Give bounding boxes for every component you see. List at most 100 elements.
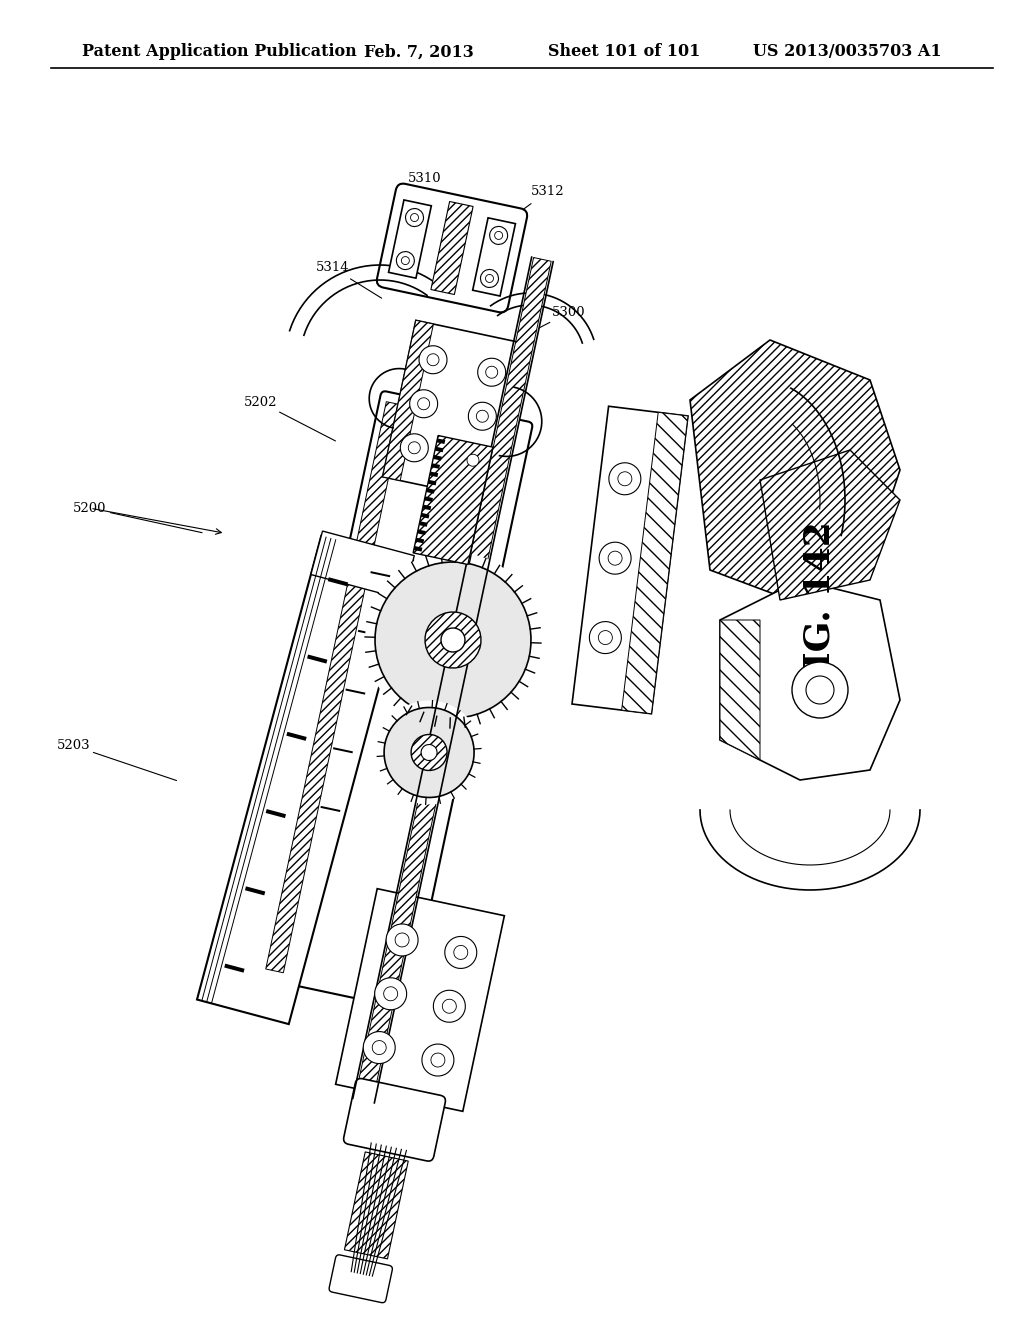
Circle shape <box>375 978 407 1010</box>
Bar <box>431 463 440 469</box>
Circle shape <box>409 442 420 454</box>
Circle shape <box>372 1040 386 1055</box>
Bar <box>307 655 328 664</box>
Circle shape <box>421 744 437 760</box>
Circle shape <box>384 708 474 797</box>
FancyBboxPatch shape <box>258 391 532 1008</box>
Circle shape <box>427 354 439 366</box>
Circle shape <box>395 933 410 946</box>
Circle shape <box>489 227 508 244</box>
Circle shape <box>485 366 498 379</box>
Circle shape <box>396 252 415 269</box>
Bar <box>345 689 366 694</box>
Circle shape <box>401 256 410 264</box>
Circle shape <box>444 936 477 969</box>
Bar <box>336 888 505 1111</box>
Bar <box>424 496 433 502</box>
Bar <box>433 455 441 461</box>
Text: 5300: 5300 <box>552 306 585 319</box>
Circle shape <box>480 269 499 288</box>
Text: US 2013/0035703 A1: US 2013/0035703 A1 <box>753 44 941 61</box>
Polygon shape <box>760 450 900 601</box>
Circle shape <box>400 434 428 462</box>
Text: 5310: 5310 <box>409 172 441 185</box>
Bar <box>413 436 493 565</box>
Bar <box>435 446 443 453</box>
Circle shape <box>806 676 834 704</box>
Bar <box>473 218 515 296</box>
Bar <box>419 521 428 527</box>
Bar <box>572 407 688 714</box>
Circle shape <box>442 999 457 1014</box>
Circle shape <box>441 628 465 652</box>
Circle shape <box>364 1031 395 1064</box>
Circle shape <box>386 924 418 956</box>
Bar <box>197 536 413 1024</box>
Bar <box>436 438 445 444</box>
Polygon shape <box>720 579 900 780</box>
Circle shape <box>476 411 488 422</box>
Bar <box>416 537 424 544</box>
FancyBboxPatch shape <box>344 1078 445 1162</box>
Circle shape <box>590 622 622 653</box>
Circle shape <box>598 631 612 644</box>
Bar <box>287 731 307 741</box>
Bar <box>371 572 390 577</box>
Text: 5203: 5203 <box>57 739 90 752</box>
Bar <box>423 504 431 511</box>
Circle shape <box>599 543 631 574</box>
Bar <box>421 513 429 519</box>
Text: 5200: 5200 <box>74 502 106 515</box>
Bar <box>417 529 426 535</box>
FancyBboxPatch shape <box>377 183 527 313</box>
Text: 5312: 5312 <box>531 185 564 198</box>
Bar <box>224 964 245 973</box>
Bar <box>266 401 403 973</box>
Text: Sheet 101 of 101: Sheet 101 of 101 <box>548 44 700 61</box>
Circle shape <box>365 552 541 729</box>
Circle shape <box>459 446 487 474</box>
Circle shape <box>608 552 623 565</box>
Circle shape <box>431 1053 444 1067</box>
Circle shape <box>425 612 481 668</box>
Circle shape <box>375 562 531 718</box>
Bar <box>428 479 436 486</box>
Circle shape <box>454 945 468 960</box>
Bar <box>328 577 348 586</box>
Bar <box>383 321 523 500</box>
Bar <box>245 886 265 895</box>
Circle shape <box>433 990 465 1022</box>
Bar <box>388 199 431 279</box>
Circle shape <box>419 346 447 374</box>
Circle shape <box>411 214 419 222</box>
Circle shape <box>617 471 632 486</box>
Circle shape <box>495 231 503 239</box>
Text: Feb. 7, 2013: Feb. 7, 2013 <box>364 44 473 61</box>
Bar <box>333 747 353 754</box>
Bar <box>357 630 378 636</box>
Bar <box>321 807 340 812</box>
Bar <box>431 202 473 294</box>
Circle shape <box>609 463 641 495</box>
FancyBboxPatch shape <box>311 531 415 599</box>
Circle shape <box>478 358 506 387</box>
Circle shape <box>792 663 848 718</box>
Circle shape <box>467 454 479 466</box>
Circle shape <box>384 987 397 1001</box>
Bar <box>344 1152 409 1259</box>
Bar <box>353 257 553 1104</box>
Bar <box>622 412 688 714</box>
Polygon shape <box>690 341 900 601</box>
FancyBboxPatch shape <box>329 1255 392 1303</box>
Bar <box>354 257 551 1102</box>
Polygon shape <box>720 620 760 760</box>
Circle shape <box>422 1044 454 1076</box>
Circle shape <box>468 403 497 430</box>
Text: 5314: 5314 <box>316 261 349 275</box>
Circle shape <box>406 209 424 227</box>
Bar <box>383 321 433 480</box>
Bar <box>265 809 286 818</box>
Bar <box>426 488 435 494</box>
Circle shape <box>377 701 481 804</box>
Circle shape <box>411 734 447 771</box>
